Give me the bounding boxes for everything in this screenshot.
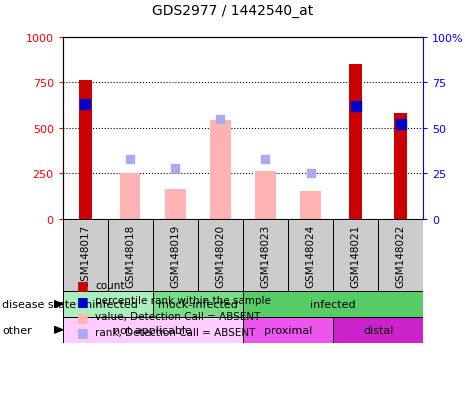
Text: ■: ■ (77, 278, 88, 292)
Point (397, 121, 405, 128)
Bar (210, 120, 231, 219)
Bar (255, 171, 276, 219)
Bar (79, 81, 92, 219)
Text: ■: ■ (77, 325, 88, 339)
FancyBboxPatch shape (288, 219, 333, 292)
Polygon shape (54, 327, 63, 333)
Text: uninfected: uninfected (78, 299, 138, 309)
Point (172, 165, 179, 172)
Text: percentile rank within the sample: percentile rank within the sample (95, 296, 271, 306)
Point (262, 156, 269, 163)
Text: proximal: proximal (264, 325, 312, 335)
FancyBboxPatch shape (153, 219, 198, 292)
FancyBboxPatch shape (378, 219, 423, 292)
Text: GSM148022: GSM148022 (396, 224, 405, 287)
FancyBboxPatch shape (63, 292, 153, 317)
Text: count: count (95, 280, 125, 290)
Text: GSM148018: GSM148018 (126, 224, 135, 287)
Text: mock-infected: mock-infected (158, 299, 238, 309)
Text: GSM148021: GSM148021 (351, 224, 360, 287)
Bar (165, 189, 186, 219)
Polygon shape (54, 301, 63, 308)
Text: GSM148024: GSM148024 (306, 224, 316, 287)
Text: ■: ■ (77, 294, 88, 307)
FancyBboxPatch shape (198, 219, 243, 292)
Point (217, 116, 224, 123)
Text: GDS2977 / 1442540_at: GDS2977 / 1442540_at (152, 4, 313, 18)
Text: disease state: disease state (2, 299, 76, 309)
Text: not applicable: not applicable (113, 325, 193, 335)
Bar (349, 65, 362, 219)
Text: GSM148019: GSM148019 (170, 224, 180, 287)
FancyBboxPatch shape (153, 292, 243, 317)
Text: ■: ■ (77, 310, 88, 323)
Point (81, 102, 89, 108)
Text: distal: distal (363, 325, 393, 335)
FancyBboxPatch shape (63, 317, 243, 343)
Text: GSM148017: GSM148017 (80, 224, 90, 287)
Point (126, 156, 134, 163)
Text: other: other (2, 325, 32, 335)
Point (352, 103, 359, 110)
FancyBboxPatch shape (63, 219, 108, 292)
Bar (394, 114, 407, 219)
Text: GSM148020: GSM148020 (215, 224, 226, 287)
Text: GSM148023: GSM148023 (260, 224, 271, 287)
FancyBboxPatch shape (333, 317, 423, 343)
Text: infected: infected (310, 299, 356, 309)
FancyBboxPatch shape (243, 317, 333, 343)
Bar (300, 191, 321, 219)
FancyBboxPatch shape (243, 292, 423, 317)
FancyBboxPatch shape (108, 219, 153, 292)
Text: rank, Detection Call = ABSENT: rank, Detection Call = ABSENT (95, 327, 256, 337)
Text: value, Detection Call = ABSENT: value, Detection Call = ABSENT (95, 311, 261, 321)
FancyBboxPatch shape (243, 219, 288, 292)
FancyBboxPatch shape (333, 219, 378, 292)
Point (307, 171, 314, 177)
Bar (120, 174, 140, 219)
